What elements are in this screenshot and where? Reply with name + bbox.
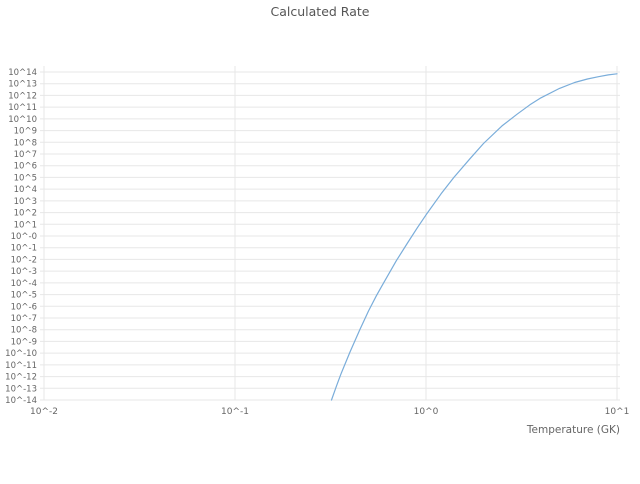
- y-tick-label: 10^9: [14, 127, 37, 137]
- x-axis-label: Temperature (GK): [526, 424, 620, 436]
- x-tick-label: 10^-1: [221, 407, 249, 417]
- y-tick-label: 10^11: [8, 103, 37, 113]
- y-tick-label: 10^-10: [5, 349, 37, 359]
- y-tick-label: 10^-1: [11, 244, 37, 254]
- y-tick-label: 10^5: [14, 173, 37, 183]
- y-tick-label: 10^14: [8, 68, 37, 78]
- y-tick-label: 10^-12: [5, 373, 37, 383]
- x-tick-label: 10^0: [414, 407, 439, 417]
- x-tick-label: 10^-2: [30, 407, 58, 417]
- y-tick-label: 10^4: [14, 185, 37, 195]
- y-tick-label: 10^-8: [11, 326, 37, 336]
- y-tick-label: 10^-4: [11, 279, 37, 289]
- y-tick-label: 10^-9: [11, 337, 37, 347]
- y-tick-label: 10^6: [14, 162, 37, 172]
- y-tick-label: 10^-14: [5, 396, 37, 406]
- y-tick-label: 10^-13: [5, 384, 37, 394]
- y-tick-label: 10^10: [8, 115, 37, 125]
- y-tick-label: 10^-7: [11, 314, 37, 324]
- y-tick-label: 10^-5: [11, 291, 37, 301]
- rate-line-series: [330, 73, 618, 401]
- y-tick-label: 10^1: [14, 220, 37, 230]
- y-tick-label: 10^7: [14, 150, 37, 160]
- gridlines: [40, 66, 620, 401]
- x-tick-label: 10^1: [605, 407, 630, 417]
- y-tick-label: 10^13: [8, 80, 37, 90]
- y-tick-label: 10^-6: [11, 302, 37, 312]
- y-tick-label: 10^3: [14, 197, 37, 207]
- y-tick-label: 10^8: [14, 138, 37, 148]
- y-tick-label: 10^-2: [11, 255, 37, 265]
- chart-title: Calculated Rate: [271, 4, 370, 19]
- rate-line: [330, 73, 618, 401]
- x-axis-tick-labels: 10^-2 10^-1 10^0 10^1: [30, 407, 629, 417]
- y-tick-label: 10^-11: [5, 361, 37, 371]
- y-tick-label: 10^-0: [11, 232, 37, 242]
- y-tick-label: 10^2: [14, 209, 37, 219]
- y-tick-label: 10^-3: [11, 267, 37, 277]
- y-tick-label: 10^12: [8, 91, 37, 101]
